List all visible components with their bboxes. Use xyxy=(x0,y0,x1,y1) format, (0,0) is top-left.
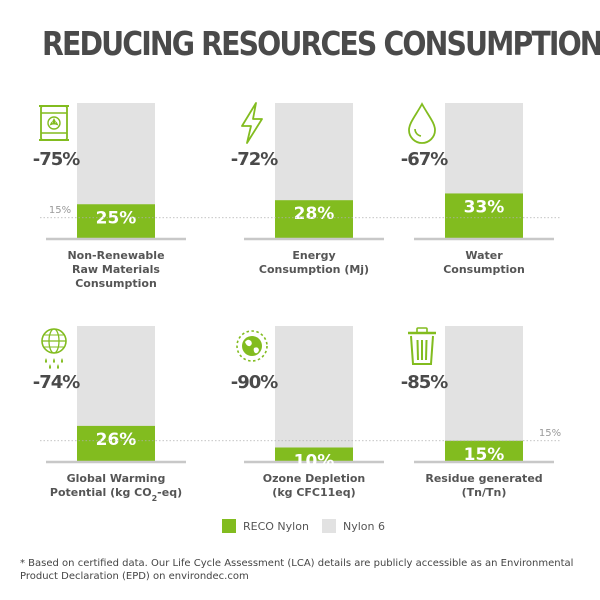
category-label-line: Residue generated xyxy=(425,472,542,485)
footnote: * Based on certified data. Our Life Cycl… xyxy=(20,558,574,582)
data-label: 15% xyxy=(464,445,505,465)
category-label-line: Non-Renewable xyxy=(67,249,164,262)
legend-swatch-reco xyxy=(222,519,236,533)
reduction-label: -74% xyxy=(33,372,81,393)
category-label-line: Energy xyxy=(292,249,335,262)
legend-item-nylon: Nylon 6 xyxy=(322,519,385,533)
water-drop-icon xyxy=(408,103,436,144)
category-label-line: Global Warming xyxy=(67,472,166,485)
reduction-label: -90% xyxy=(231,372,279,393)
trash-bin-icon xyxy=(406,326,438,366)
category-label-line: Raw Materials xyxy=(72,263,160,276)
bar-reco-nylon xyxy=(275,447,353,461)
legend-label-nylon: Nylon 6 xyxy=(343,519,385,533)
legend-item-reco: RECO Nylon xyxy=(222,519,309,533)
data-label: 10% xyxy=(294,452,335,472)
reduction-label: -72% xyxy=(231,149,279,170)
category-label-line: (Tn/Tn) xyxy=(462,486,507,499)
category-label-line: Ozone Depletion xyxy=(263,472,366,485)
chart-panel: 26% -74% Global Warming Potential (kg CO2-e… xyxy=(33,326,186,503)
lightning-bolt-icon xyxy=(241,102,263,144)
bar-reco-nylon xyxy=(445,440,523,461)
category-label-line: Consumption xyxy=(443,263,525,276)
bar-reco-nylon xyxy=(445,193,523,238)
data-label: 25% xyxy=(96,208,137,228)
reference-label: 15% xyxy=(49,205,71,216)
chart-panel: 25% -75% Non-Renewable Raw Materials Consump… xyxy=(33,103,186,290)
category-label: Global Warming Potential (kg CO2-eq) xyxy=(50,472,182,503)
bar-reco-nylon xyxy=(77,204,155,238)
globe-icon xyxy=(41,328,67,370)
category-label-line: Potential (kg CO2-eq) xyxy=(50,486,182,503)
bar-nylon6 xyxy=(275,326,353,461)
category-label: Non-Renewable Raw Materials Consumption xyxy=(67,249,164,290)
category-label: Water Consumption xyxy=(443,249,525,276)
chart-panel: 10% -90% Ozone Depletion (kg CFC11eq) xyxy=(231,326,384,499)
category-label-line: Water xyxy=(465,249,503,262)
bar-nylon6 xyxy=(445,326,523,461)
page-title: REDUCING RESOURCES CONSUMPTION* xyxy=(42,24,600,63)
reduction-label: -75% xyxy=(33,149,81,170)
data-label: 26% xyxy=(96,430,137,450)
legend-label-reco: RECO Nylon xyxy=(243,519,309,533)
data-label: 28% xyxy=(294,204,335,224)
category-label: Energy Consumption (Mj) xyxy=(259,249,369,276)
category-label: Ozone Depletion (kg CFC11eq) xyxy=(263,472,366,499)
category-label-line: Consumption (Mj) xyxy=(259,263,369,276)
category-label-line: Consumption xyxy=(75,277,157,290)
chart-panel: 15% -85% Residue generated (Tn/Tn) xyxy=(401,326,554,499)
category-label: Residue generated (Tn/Tn) xyxy=(425,472,542,499)
bar-reco-nylon xyxy=(275,200,353,238)
reduction-label: -67% xyxy=(401,149,449,170)
legend-swatch-nylon xyxy=(322,519,336,533)
reference-label: 15% xyxy=(539,428,561,439)
category-label-line: (kg CFC11eq) xyxy=(272,486,355,499)
oil-barrel-icon xyxy=(38,105,70,141)
bar-reco-nylon xyxy=(77,425,155,461)
reduction-label: -85% xyxy=(401,372,449,393)
data-label: 33% xyxy=(464,197,505,217)
legend: RECO Nylon Nylon 6 xyxy=(0,519,600,539)
earth-icon xyxy=(236,330,268,362)
chart-panel: 33% -67% Water Consumption xyxy=(401,103,554,276)
chart-panel: 28% -72% Energy Consumption (Mj) xyxy=(231,102,384,276)
